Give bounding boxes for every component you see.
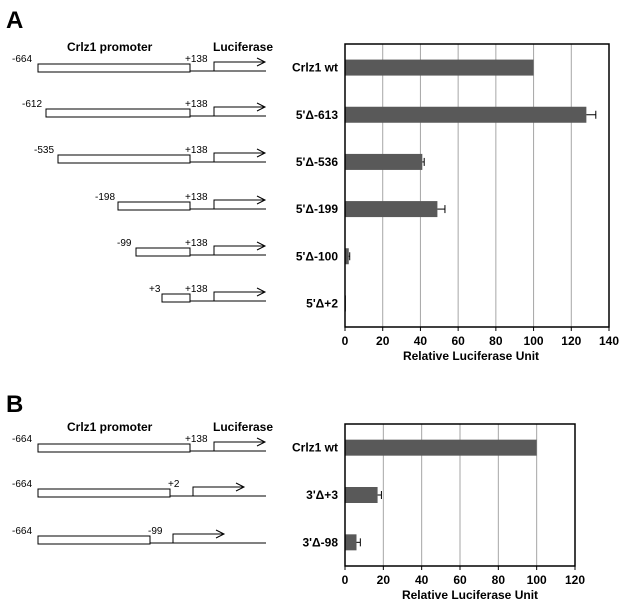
construct-a2-end: +138: [185, 99, 208, 110]
promoter-box: [135, 247, 191, 257]
plot-frame: [344, 43, 610, 328]
x-tick-label: 40: [414, 334, 428, 348]
construct-a5-end: +138: [185, 238, 208, 249]
promoter-box: [37, 63, 191, 73]
panel-b-promoter-label: Crlz1 promoter: [67, 420, 153, 434]
promoter-box: [37, 488, 171, 498]
construct-a1-end: +138: [185, 54, 208, 65]
construct-b3: -664 -99: [12, 526, 266, 545]
chart-b: Crlz1 wt 3'Δ+3 3'Δ-98 0 20 40 60 80 100 120 Relati…: [292, 423, 585, 602]
construct-a4-start: -198: [95, 192, 115, 203]
x-tick-label: 0: [342, 334, 349, 348]
x-tick-label: 40: [415, 573, 429, 587]
bar: [345, 487, 378, 503]
x-tick-label: 0: [342, 573, 349, 587]
chart-a: Crlz1 wt 5'Δ-613 5'Δ-536 5'Δ-199 5'Δ-100 5'Δ+…: [292, 43, 619, 363]
category-label: Crlz1 wt: [292, 441, 338, 455]
bar: [345, 201, 438, 218]
bar: [345, 106, 587, 123]
x-tick-label: 80: [492, 573, 506, 587]
construct-b1-start: -664: [12, 434, 32, 445]
bar: [345, 153, 423, 170]
construct-a3: -535 +138: [34, 145, 267, 164]
construct-b2-end: +2: [168, 479, 180, 490]
construct-a2: -612 +138: [22, 99, 267, 118]
construct-b2: -664 +2: [12, 479, 266, 498]
category-label: 5'Δ+2: [306, 296, 338, 310]
promoter-box: [161, 293, 191, 303]
category-label: 3'Δ-98: [303, 535, 339, 549]
construct-a6: +3 +138: [149, 284, 267, 303]
x-tick-label: 120: [565, 573, 585, 587]
transcription-arrow-icon: [213, 102, 267, 116]
x-tick-label: 80: [489, 334, 503, 348]
bar: [345, 439, 537, 456]
panel-a-letter: A: [6, 7, 23, 34]
category-label: Crlz1 wt: [292, 61, 338, 75]
x-tick-label: 140: [599, 334, 619, 348]
promoter-box: [117, 201, 191, 211]
panel-b-letter: B: [6, 391, 23, 418]
transcription-arrow-icon: [213, 148, 267, 162]
construct-a4-end: +138: [185, 192, 208, 203]
bar: [345, 534, 357, 551]
panel-b-diagram: B Crlz1 promoter Luciferase -664 +138 -6…: [6, 391, 273, 545]
category-label: 5'Δ-100: [296, 249, 338, 263]
bar: [345, 59, 534, 76]
x-tick-label: 100: [524, 334, 544, 348]
transcription-arrow-icon: [213, 57, 267, 71]
promoter-box: [37, 443, 191, 453]
construct-a5: -99 +138: [117, 238, 267, 257]
category-label: 3'Δ+3: [306, 488, 338, 502]
promoter-box: [45, 108, 191, 118]
construct-a3-start: -535: [34, 145, 54, 156]
x-tick-label: 20: [377, 573, 391, 587]
construct-a6-end: +138: [185, 284, 208, 295]
promoter-box: [57, 154, 191, 164]
bar: [345, 248, 349, 265]
x-tick-label: 60: [451, 334, 465, 348]
construct-a4: -198 +138: [95, 192, 267, 211]
construct-a1-start: -664: [12, 54, 32, 65]
construct-a2-start: -612: [22, 99, 42, 110]
construct-b1-end: +138: [185, 434, 208, 445]
x-tick-label: 60: [453, 573, 467, 587]
transcription-arrow-icon: [213, 437, 267, 451]
transcription-arrow-icon: [172, 529, 226, 543]
x-tick-label: 120: [561, 334, 581, 348]
construct-b3-start: -664: [12, 526, 32, 537]
construct-b2-start: -664: [12, 479, 32, 490]
panel-a-luciferase-label: Luciferase: [213, 40, 273, 54]
x-tick-label: 20: [376, 334, 390, 348]
x-tick-label: 100: [527, 573, 547, 587]
category-label: 5'Δ-536: [296, 155, 338, 169]
transcription-arrow-icon: [213, 195, 267, 209]
construct-b1: -664 +138: [12, 434, 267, 453]
category-label: 5'Δ-613: [296, 108, 338, 122]
transcription-arrow-icon: [213, 241, 267, 255]
panel-b-luciferase-label: Luciferase: [213, 420, 273, 434]
construct-a3-end: +138: [185, 145, 208, 156]
panel-a-promoter-label: Crlz1 promoter: [67, 40, 153, 54]
x-axis-label: Relative Luciferase Unit: [402, 588, 538, 602]
panel-a-diagram: A Crlz1 promoter Luciferase -664 +138 -6…: [6, 7, 273, 303]
construct-a1: -664 +138: [12, 54, 267, 73]
x-axis-label: Relative Luciferase Unit: [403, 349, 539, 363]
construct-a6-start: +3: [149, 284, 161, 295]
construct-b3-end: -99: [148, 526, 163, 537]
transcription-arrow-icon: [192, 482, 246, 496]
construct-a5-start: -99: [117, 238, 132, 249]
category-label: 5'Δ-199: [296, 202, 338, 216]
promoter-box: [37, 535, 151, 545]
transcription-arrow-icon: [213, 287, 267, 301]
